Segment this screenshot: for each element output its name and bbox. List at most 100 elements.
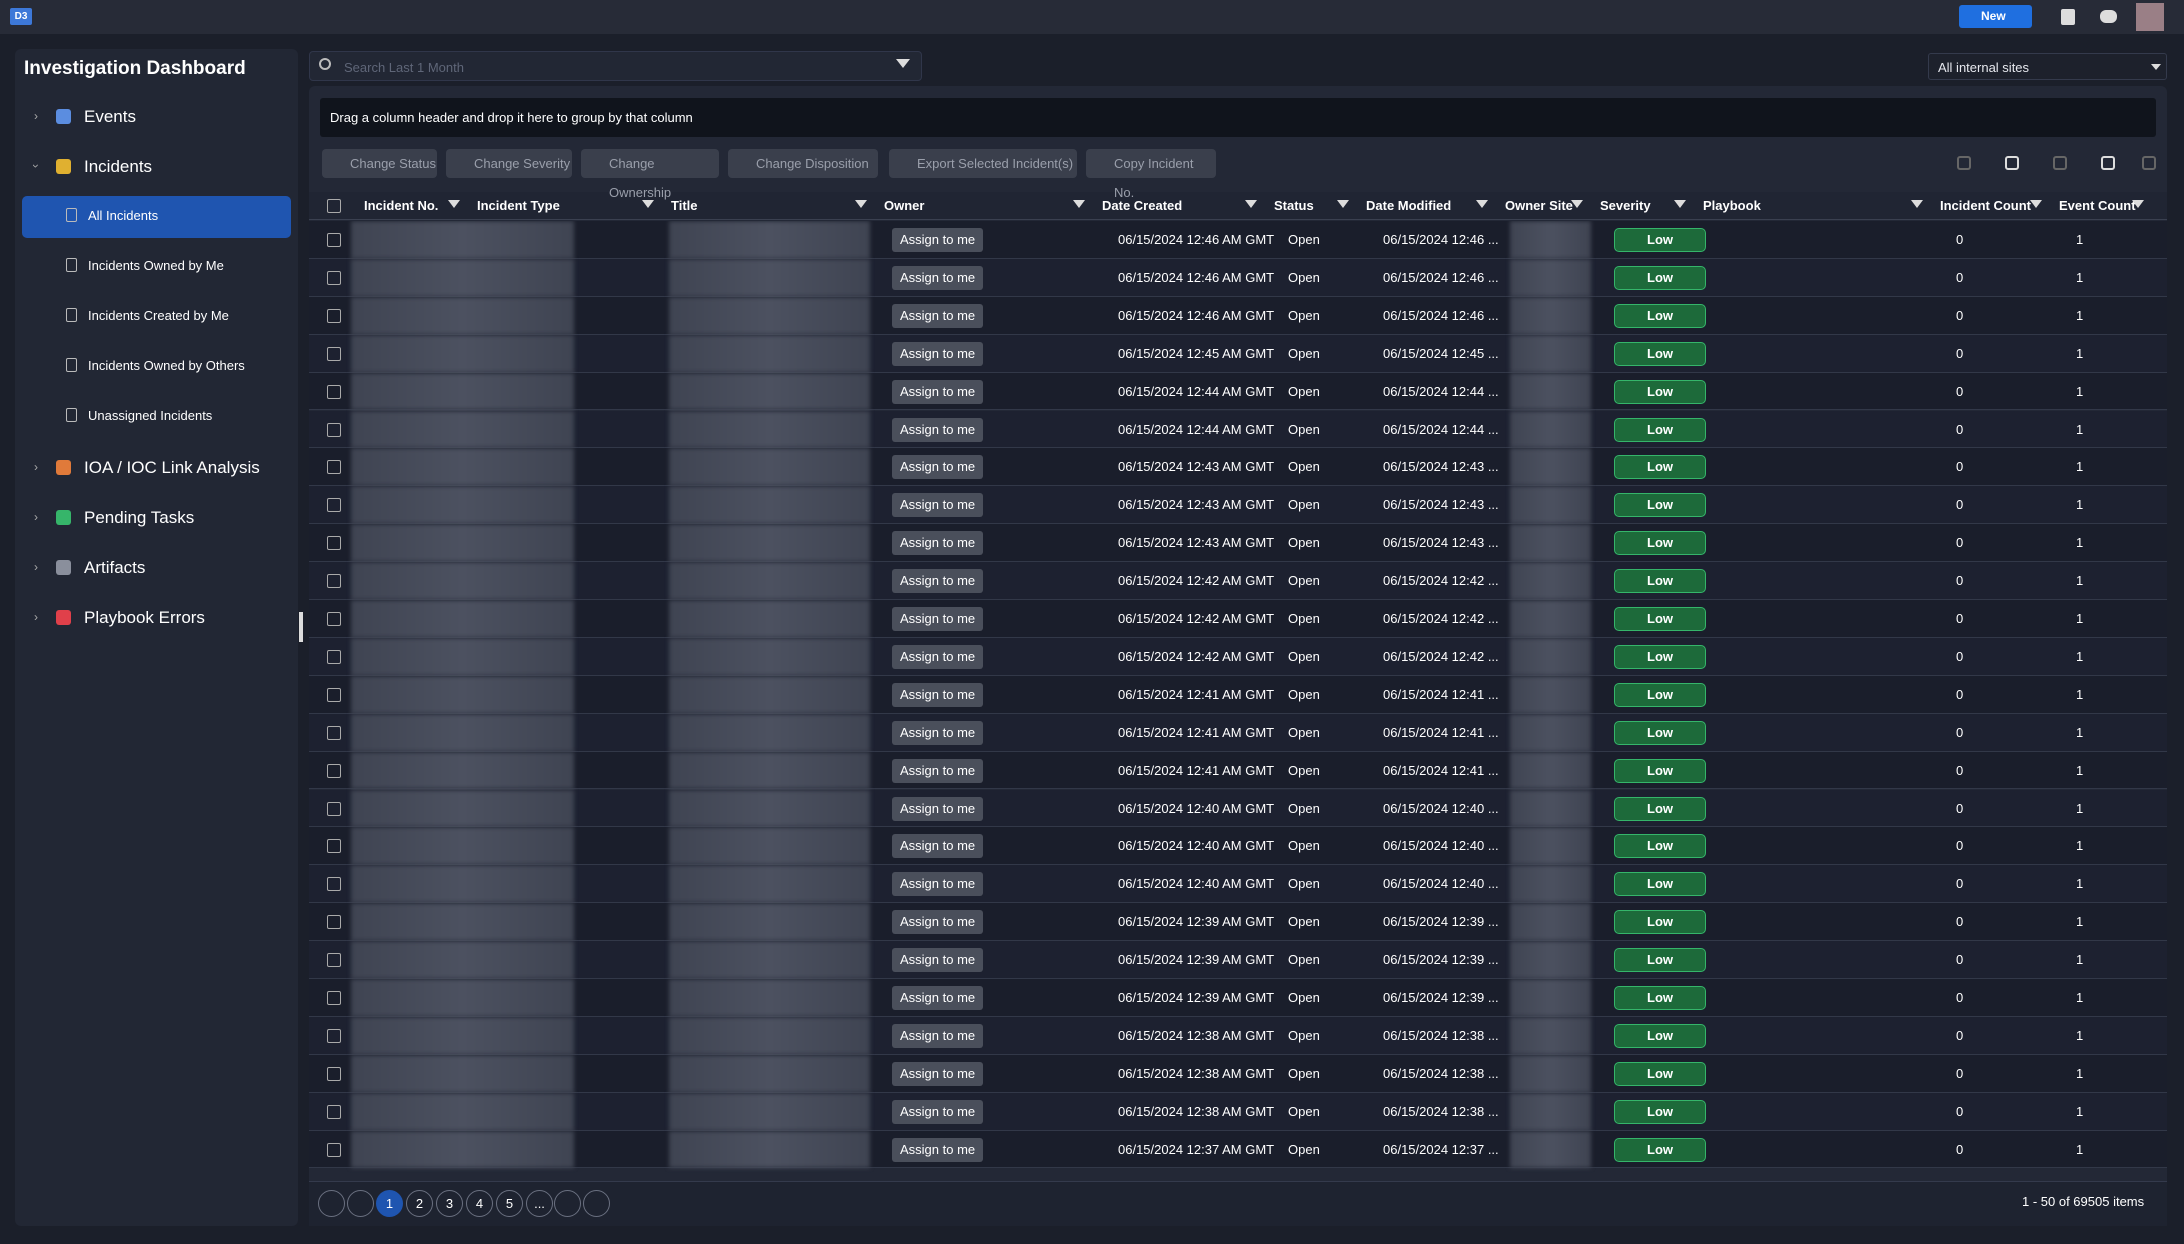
- assign-button[interactable]: Assign to me: [892, 265, 984, 290]
- row-checkbox[interactable]: [327, 953, 341, 968]
- column-filter[interactable]: [2030, 200, 2042, 208]
- column-filter[interactable]: [448, 200, 460, 208]
- column-filter[interactable]: [1571, 200, 1583, 208]
- nav-subitem[interactable]: Incidents Owned by Others: [88, 358, 245, 373]
- search-input[interactable]: Search Last 1 Month: [309, 51, 922, 81]
- page-button[interactable]: 3: [436, 1190, 463, 1217]
- row-checkbox[interactable]: [327, 612, 341, 626]
- toolbar-button[interactable]: Change Ownership: [581, 149, 719, 200]
- chevron[interactable]: ›: [34, 460, 38, 474]
- toolbar-icon[interactable]: [2053, 156, 2067, 170]
- assign-button[interactable]: Assign to me: [892, 910, 984, 935]
- column-header[interactable]: Date Modified: [1366, 198, 1452, 213]
- filter-icon[interactable]: [896, 59, 910, 68]
- row-checkbox[interactable]: [327, 574, 341, 589]
- column-header[interactable]: Incident No.: [364, 198, 439, 213]
- toolbar-icon[interactable]: [2101, 156, 2115, 170]
- toolbar-button[interactable]: Change Disposition: [728, 149, 878, 178]
- row-checkbox[interactable]: [327, 233, 341, 247]
- column-filter[interactable]: [1911, 200, 1923, 208]
- toolbar-button[interactable]: Copy Incident No.: [1086, 149, 1216, 200]
- row-checkbox[interactable]: [327, 839, 341, 854]
- site-dropdown[interactable]: All internal sites: [1928, 53, 2167, 80]
- row-checkbox[interactable]: [327, 422, 341, 437]
- assign-button[interactable]: Assign to me: [892, 872, 984, 897]
- assign-button[interactable]: Assign to me: [892, 341, 984, 366]
- column-filter[interactable]: [1476, 200, 1488, 208]
- page-button[interactable]: 4: [466, 1190, 493, 1217]
- row-checkbox[interactable]: [327, 763, 341, 778]
- column-filter[interactable]: [1073, 200, 1085, 208]
- assign-button[interactable]: Assign to me: [892, 1023, 984, 1048]
- assign-button[interactable]: Assign to me: [892, 720, 984, 745]
- assign-button[interactable]: Assign to me: [892, 493, 984, 518]
- select-all-checkbox[interactable]: [327, 199, 341, 213]
- assign-button[interactable]: Assign to me: [892, 455, 984, 480]
- column-header[interactable]: Playbook: [1703, 198, 1761, 213]
- nav-item[interactable]: Artifacts: [84, 558, 146, 577]
- chevron[interactable]: ›: [34, 109, 38, 123]
- column-header[interactable]: Owner: [884, 198, 925, 213]
- nav-subitem[interactable]: Unassigned Incidents: [88, 408, 213, 423]
- column-header[interactable]: Incident Count: [1940, 198, 2031, 213]
- chevron[interactable]: ›: [29, 164, 43, 168]
- assign-button[interactable]: Assign to me: [892, 531, 984, 556]
- new-button[interactable]: New: [1959, 5, 2032, 28]
- pager-nav[interactable]: [347, 1190, 374, 1217]
- assign-button[interactable]: Assign to me: [892, 303, 984, 328]
- assign-button[interactable]: Assign to me: [892, 1061, 984, 1086]
- assign-button[interactable]: Assign to me: [892, 379, 984, 404]
- toolbar-button[interactable]: Change Status: [322, 149, 437, 178]
- pager-nav[interactable]: [583, 1190, 610, 1217]
- column-filter[interactable]: [1245, 200, 1257, 208]
- toolbar-button[interactable]: Change Severity: [446, 149, 572, 178]
- nav-item[interactable]: Incidents: [84, 157, 153, 176]
- row-checkbox[interactable]: [327, 384, 341, 399]
- column-filter[interactable]: [1674, 200, 1686, 208]
- assign-button[interactable]: Assign to me: [892, 986, 984, 1010]
- column-header[interactable]: Owner Site: [1505, 198, 1573, 213]
- assign-button[interactable]: Assign to me: [892, 607, 984, 631]
- column-filter[interactable]: [642, 200, 654, 208]
- row-checkbox[interactable]: [327, 915, 341, 930]
- nav-item[interactable]: Pending Tasks: [84, 508, 195, 527]
- chevron[interactable]: ›: [34, 610, 38, 624]
- assign-button[interactable]: Assign to me: [892, 948, 984, 973]
- toolbar-button[interactable]: Export Selected Incident(s): [889, 149, 1077, 178]
- assign-button[interactable]: Assign to me: [892, 796, 984, 821]
- row-checkbox[interactable]: [327, 460, 341, 475]
- row-checkbox[interactable]: [327, 308, 341, 323]
- toolbar-icon[interactable]: [2142, 156, 2156, 170]
- column-filter[interactable]: [855, 200, 867, 208]
- row-checkbox[interactable]: [327, 346, 341, 361]
- avatar[interactable]: [2136, 3, 2164, 31]
- column-header[interactable]: Severity: [1600, 198, 1651, 213]
- row-checkbox[interactable]: [327, 649, 341, 664]
- assign-button[interactable]: Assign to me: [892, 417, 984, 442]
- nav-subitem[interactable]: All Incidents: [88, 208, 159, 223]
- assign-button[interactable]: Assign to me: [892, 644, 984, 669]
- page-button[interactable]: 1: [376, 1190, 403, 1217]
- assign-button[interactable]: Assign to me: [892, 758, 984, 783]
- page-button[interactable]: 5: [496, 1190, 523, 1217]
- nav-subitem[interactable]: Incidents Created by Me: [88, 308, 229, 323]
- page-button[interactable]: ...: [526, 1190, 553, 1217]
- resize-handle[interactable]: [299, 612, 303, 642]
- logo[interactable]: D3: [10, 8, 32, 25]
- nav-item[interactable]: IOA / IOC Link Analysis: [84, 458, 260, 477]
- row-checkbox[interactable]: [327, 877, 341, 892]
- nav-item[interactable]: Playbook Errors: [84, 608, 205, 627]
- column-header[interactable]: Date Created: [1102, 198, 1183, 213]
- column-header[interactable]: Incident Type: [477, 198, 560, 213]
- chevron[interactable]: ›: [34, 510, 38, 524]
- row-checkbox[interactable]: [327, 536, 341, 551]
- row-checkbox[interactable]: [327, 498, 341, 513]
- toolbar-icon[interactable]: [2005, 156, 2019, 170]
- chat-icon[interactable]: [2100, 10, 2117, 23]
- pager-nav[interactable]: [554, 1190, 581, 1217]
- nav-subitem[interactable]: Incidents Owned by Me: [88, 258, 224, 273]
- row-checkbox[interactable]: [327, 991, 341, 1005]
- assign-button[interactable]: Assign to me: [892, 1137, 984, 1162]
- doc-icon[interactable]: [2061, 9, 2075, 25]
- row-checkbox[interactable]: [327, 1028, 341, 1043]
